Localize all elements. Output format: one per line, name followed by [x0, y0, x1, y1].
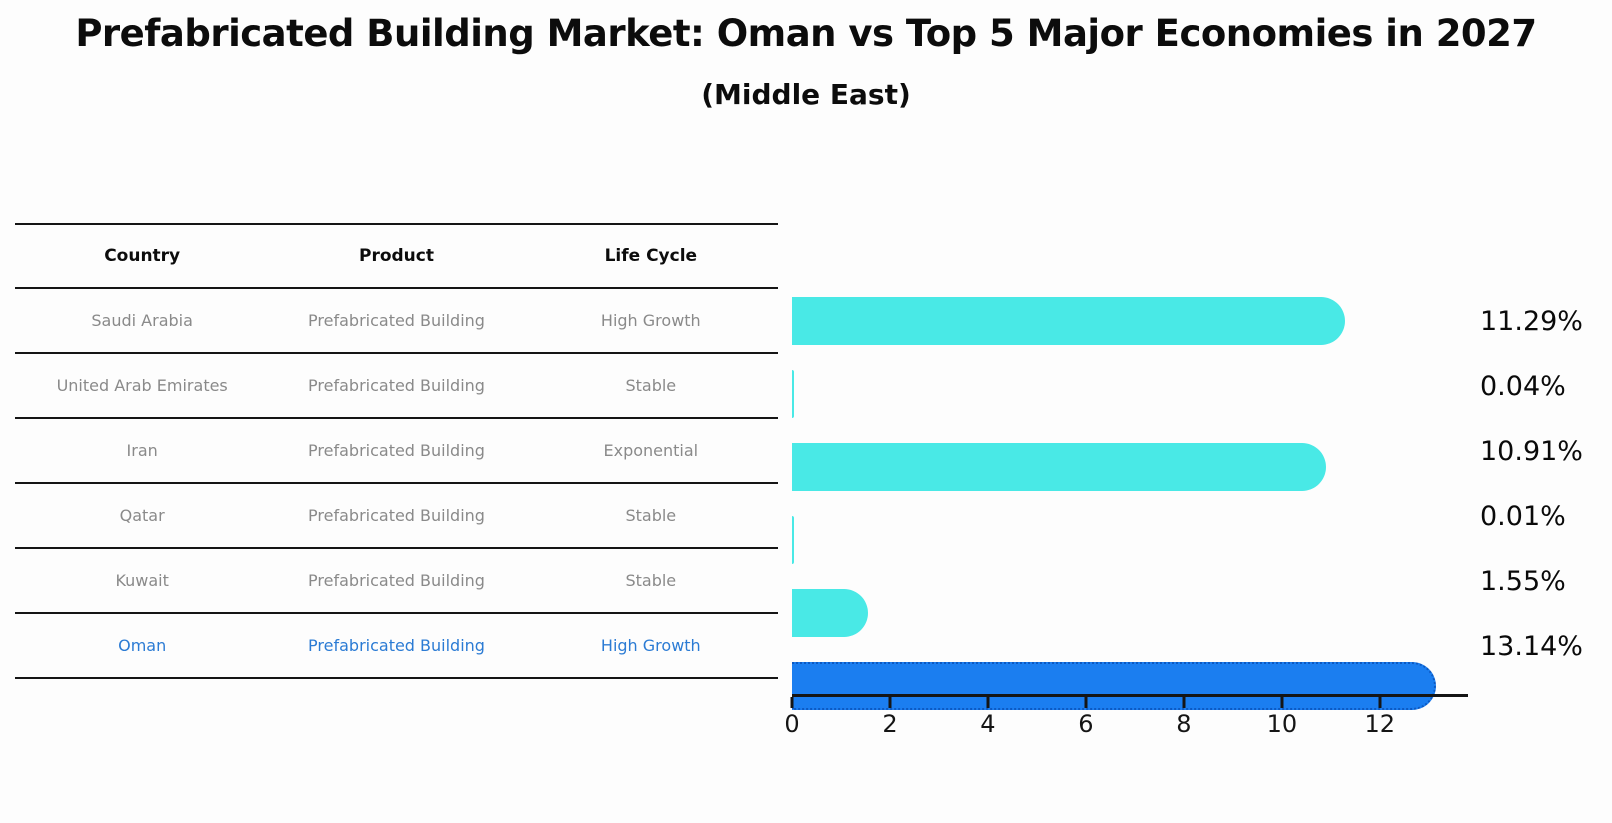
x-axis-tick	[1378, 697, 1382, 708]
bar-value-label: 0.01%	[1480, 501, 1566, 532]
cell-life-cycle: Exponential	[603, 441, 699, 460]
cell-product: Prefabricated Building	[308, 636, 485, 655]
column-header-life-cycle: Life Cycle	[604, 246, 698, 266]
x-axis-tick-label: 2	[882, 710, 898, 738]
bar-row	[792, 516, 1468, 581]
bar-value-label: 11.29%	[1480, 306, 1583, 337]
cell-country: United Arab Emirates	[56, 376, 228, 395]
bar-united-arab-emirates	[792, 370, 794, 418]
bar-kuwait	[792, 589, 868, 637]
x-axis-tick	[1182, 697, 1186, 708]
chart-title: Prefabricated Building Market: Oman vs T…	[75, 12, 1537, 55]
x-axis-tick	[790, 697, 794, 708]
bar-row	[792, 589, 1468, 654]
cell-country: Oman	[118, 636, 167, 655]
bar-value-label: 1.55%	[1480, 566, 1566, 597]
cell-country: Kuwait	[115, 571, 169, 590]
bar-row	[792, 370, 1468, 435]
cell-country: Saudi Arabia	[91, 311, 193, 330]
cell-product: Prefabricated Building	[308, 311, 485, 330]
table-row: Qatar Prefabricated Building Stable	[15, 484, 778, 549]
x-axis-tick-label: 4	[980, 710, 996, 738]
cell-life-cycle: High Growth	[600, 311, 701, 330]
info-table: Country Product Life Cycle Saudi Arabia …	[15, 223, 778, 679]
bar-row	[792, 443, 1468, 508]
bar-iran	[792, 443, 1327, 491]
bar-row	[792, 297, 1468, 362]
bar-value-label: 13.14%	[1480, 631, 1583, 662]
column-header-product: Product	[358, 246, 434, 266]
x-axis-ticks: 0 2 4 6 8 10 12	[784, 694, 1468, 744]
bar-value-label: 0.04%	[1480, 371, 1566, 402]
table-row-highlighted: Oman Prefabricated Building High Growth	[15, 614, 778, 679]
bar-value-label: 10.91%	[1480, 436, 1583, 467]
cell-country: Iran	[126, 441, 158, 460]
x-axis-tick	[1280, 697, 1284, 708]
cell-life-cycle: High Growth	[600, 636, 701, 655]
value-labels: 11.29% 0.04% 10.91% 0.01% 1.55% 13.14%	[1480, 289, 1583, 679]
cell-country: Qatar	[119, 506, 165, 525]
table-header-row: Country Product Life Cycle	[15, 223, 778, 289]
x-axis-tick	[888, 697, 892, 708]
cell-product: Prefabricated Building	[308, 441, 485, 460]
table-row: Saudi Arabia Prefabricated Building High…	[15, 289, 778, 354]
cell-product: Prefabricated Building	[308, 506, 485, 525]
x-axis-tick	[1084, 697, 1088, 708]
bar-qatar	[792, 516, 794, 564]
bar-saudi-arabia	[792, 297, 1346, 345]
bar-plot-area	[792, 289, 1468, 710]
bar-row	[792, 662, 1468, 727]
cell-life-cycle: Stable	[625, 376, 677, 395]
cell-life-cycle: Stable	[625, 506, 677, 525]
x-axis-tick-label: 8	[1176, 710, 1192, 738]
x-axis-tick-label: 6	[1078, 710, 1094, 738]
x-axis-tick-label: 0	[784, 710, 800, 738]
x-axis-line	[792, 694, 1468, 697]
x-axis-tick	[986, 697, 990, 708]
table-row: Iran Prefabricated Building Exponential	[15, 419, 778, 484]
table-row: United Arab Emirates Prefabricated Build…	[15, 354, 778, 419]
bar-oman-highlighted	[792, 662, 1436, 710]
column-header-country: Country	[104, 246, 181, 266]
cell-product: Prefabricated Building	[308, 571, 485, 590]
x-axis-tick-label: 12	[1364, 710, 1396, 738]
cell-product: Prefabricated Building	[308, 376, 485, 395]
table-row: Kuwait Prefabricated Building Stable	[15, 549, 778, 614]
chart-subtitle: (Middle East)	[701, 78, 911, 111]
x-axis-tick-label: 10	[1266, 710, 1298, 738]
cell-life-cycle: Stable	[625, 571, 677, 590]
